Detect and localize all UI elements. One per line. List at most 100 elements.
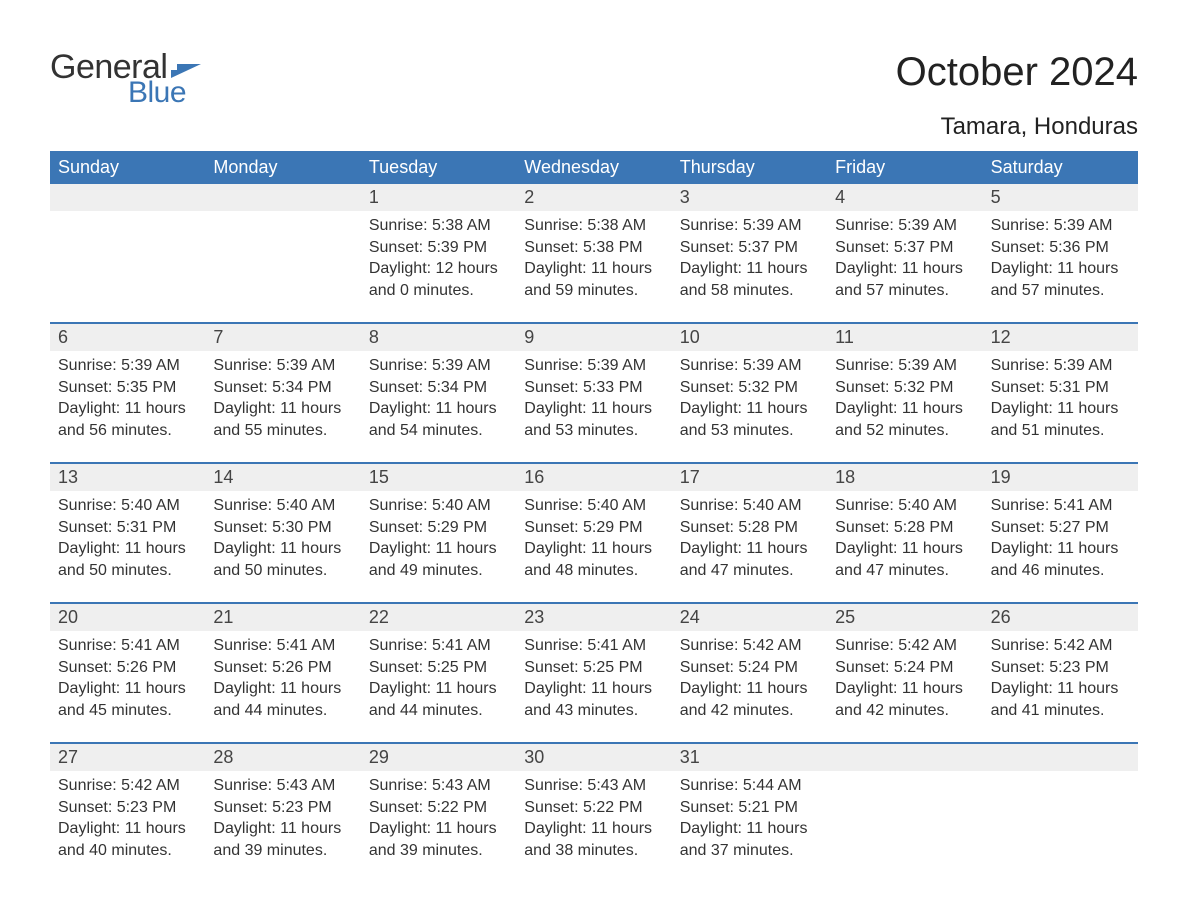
sunset-line: Sunset: 5:26 PM <box>58 657 197 679</box>
daylight-line: Daylight: 11 hours and 38 minutes. <box>524 818 663 861</box>
sunrise-line: Sunrise: 5:39 AM <box>680 215 819 237</box>
day-cell: 16Sunrise: 5:40 AMSunset: 5:29 PMDayligh… <box>516 464 671 584</box>
daylight-line: Daylight: 11 hours and 43 minutes. <box>524 678 663 721</box>
sunset-line: Sunset: 5:28 PM <box>680 517 819 539</box>
logo: General Blue <box>50 50 201 108</box>
sunset-line: Sunset: 5:27 PM <box>991 517 1130 539</box>
sunset-line: Sunset: 5:24 PM <box>680 657 819 679</box>
day-body: Sunrise: 5:39 AMSunset: 5:36 PMDaylight:… <box>983 211 1138 301</box>
day-body: Sunrise: 5:38 AMSunset: 5:39 PMDaylight:… <box>361 211 516 301</box>
day-cell <box>205 184 360 304</box>
day-number: 5 <box>983 184 1138 211</box>
week-row: 13 Sunrise: 5:40 AM Sunset: 5:31 PM Dayligh… <box>50 462 1138 584</box>
daylight-line: Daylight: 11 hours and 39 minutes. <box>213 818 352 861</box>
day-body: Sunrise: 5:41 AMSunset: 5:27 PMDaylight:… <box>983 491 1138 581</box>
day-cell: 27Sunrise: 5:42 AMSunset: 5:23 PMDayligh… <box>50 744 205 864</box>
daylight-line: Daylight: 11 hours and 46 minutes. <box>991 538 1130 581</box>
dow-thursday: Thursday <box>672 151 827 184</box>
dow-monday: Monday <box>205 151 360 184</box>
sunrise-line: Sunrise: 5:43 AM <box>369 775 508 797</box>
sunset-line: Sunset: 5:23 PM <box>991 657 1130 679</box>
sunset-line: Sunset: 5:39 PM <box>369 237 508 259</box>
day-cell: 3Sunrise: 5:39 AMSunset: 5:37 PMDaylight… <box>672 184 827 304</box>
day-cell: 1Sunrise: 5:38 AMSunset: 5:39 PMDaylight… <box>361 184 516 304</box>
day-number: 13 <box>50 464 205 491</box>
sunset-line: Sunset: 5:29 PM <box>524 517 663 539</box>
dow-wednesday: Wednesday <box>516 151 671 184</box>
sunset-line: Sunset: 5:36 PM <box>991 237 1130 259</box>
day-number: 25 <box>827 604 982 631</box>
daylight-line: Daylight: 11 hours and 48 minutes. <box>524 538 663 581</box>
day-body: Sunrise: 5:42 AMSunset: 5:23 PMDaylight:… <box>983 631 1138 721</box>
day-cell: 12Sunrise: 5:39 AMSunset: 5:31 PMDayligh… <box>983 324 1138 444</box>
sunset-line: Sunset: 5:30 PM <box>213 517 352 539</box>
daylight-line: Daylight: 11 hours and 47 minutes. <box>835 538 974 581</box>
page: General Blue October 2024 Tamara, Hondur… <box>0 0 1188 904</box>
day-cell: 13Sunrise: 5:40 AMSunset: 5:31 PMDayligh… <box>50 464 205 584</box>
sunset-line: Sunset: 5:31 PM <box>58 517 197 539</box>
day-body: Sunrise: 5:42 AMSunset: 5:24 PMDaylight:… <box>827 631 982 721</box>
sunrise-line: Sunrise: 5:38 AM <box>369 215 508 237</box>
day-number: 20 <box>50 604 205 631</box>
day-cell: 24Sunrise: 5:42 AMSunset: 5:24 PMDayligh… <box>672 604 827 724</box>
day-cell: 23Sunrise: 5:41 AMSunset: 5:25 PMDayligh… <box>516 604 671 724</box>
week-row: 27Sunrise: 5:42 AMSunset: 5:23 PMDayligh… <box>50 742 1138 864</box>
sunrise-line: Sunrise: 5:39 AM <box>680 355 819 377</box>
day-cell: 5Sunrise: 5:39 AMSunset: 5:36 PMDaylight… <box>983 184 1138 304</box>
daylight-line: Daylight: 11 hours and 41 minutes. <box>991 678 1130 721</box>
sunrise-line: Sunrise: 5:41 AM <box>369 635 508 657</box>
day-number: 7 <box>205 324 360 351</box>
day-cell: 11Sunrise: 5:39 AMSunset: 5:32 PMDayligh… <box>827 324 982 444</box>
sunset-line: Sunset: 5:23 PM <box>213 797 352 819</box>
day-body: Sunrise: 5:43 AMSunset: 5:23 PMDaylight:… <box>205 771 360 861</box>
day-cell: 25Sunrise: 5:42 AMSunset: 5:24 PMDayligh… <box>827 604 982 724</box>
day-cell: 21Sunrise: 5:41 AMSunset: 5:26 PMDayligh… <box>205 604 360 724</box>
day-cell: 26Sunrise: 5:42 AMSunset: 5:23 PMDayligh… <box>983 604 1138 724</box>
daylight-line: Daylight: 11 hours and 55 minutes. <box>213 398 352 441</box>
sunset-line: Sunset: 5:31 PM <box>991 377 1130 399</box>
day-number: 21 <box>205 604 360 631</box>
day-of-week-header: SundayMondayTuesdayWednesdayThursdayFrid… <box>50 151 1138 184</box>
sunrise-line: Sunrise: 5:39 AM <box>58 355 197 377</box>
sunset-line: Sunset: 5:24 PM <box>835 657 974 679</box>
day-number: 23 <box>516 604 671 631</box>
sunset-line: Sunset: 5:22 PM <box>369 797 508 819</box>
daylight-line: Daylight: 11 hours and 44 minutes. <box>213 678 352 721</box>
day-number: 8 <box>361 324 516 351</box>
sunrise-line: Sunrise: 5:41 AM <box>991 495 1130 517</box>
day-body: Sunrise: 5:40 AMSunset: 5:29 PMDaylight:… <box>516 491 671 581</box>
daylight-line: Daylight: 11 hours and 53 minutes. <box>524 398 663 441</box>
sunrise-line: Sunrise: 5:38 AM <box>524 215 663 237</box>
sunrise-line: Sunrise: 5:44 AM <box>680 775 819 797</box>
daylight-line: Daylight: 11 hours and 56 minutes. <box>58 398 197 441</box>
day-number: 11 <box>827 324 982 351</box>
sunset-line: Sunset: 5:22 PM <box>524 797 663 819</box>
sunrise-line: Sunrise: 5:39 AM <box>835 215 974 237</box>
sunset-line: Sunset: 5:38 PM <box>524 237 663 259</box>
sunset-line: Sunset: 5:32 PM <box>835 377 974 399</box>
sunset-line: Sunset: 5:32 PM <box>680 377 819 399</box>
title-block: October 2024 Tamara, Honduras <box>896 50 1138 141</box>
sunrise-line: Sunrise: 5:40 AM <box>369 495 508 517</box>
sunset-line: Sunset: 5:34 PM <box>213 377 352 399</box>
sunrise-line: Sunrise: 5:39 AM <box>213 355 352 377</box>
day-cell: 8Sunrise: 5:39 AMSunset: 5:34 PMDaylight… <box>361 324 516 444</box>
day-number: 19 <box>983 464 1138 491</box>
daylight-line: Daylight: 11 hours and 53 minutes. <box>680 398 819 441</box>
week-row: 1Sunrise: 5:38 AMSunset: 5:39 PMDaylight… <box>50 184 1138 304</box>
daylight-line: Daylight: 11 hours and 58 minutes. <box>680 258 819 301</box>
day-cell: 2Sunrise: 5:38 AMSunset: 5:38 PMDaylight… <box>516 184 671 304</box>
sunset-line: Sunset: 5:25 PM <box>524 657 663 679</box>
day-number: 2 <box>516 184 671 211</box>
day-cell: 10Sunrise: 5:39 AMSunset: 5:32 PMDayligh… <box>672 324 827 444</box>
day-body: Sunrise: 5:43 AMSunset: 5:22 PMDaylight:… <box>516 771 671 861</box>
day-number <box>983 744 1138 771</box>
sunrise-line: Sunrise: 5:41 AM <box>213 635 352 657</box>
sunrise-line: Sunrise: 5:41 AM <box>58 635 197 657</box>
sunset-line: Sunset: 5:34 PM <box>369 377 508 399</box>
day-number: 6 <box>50 324 205 351</box>
sunrise-line: Sunrise: 5:43 AM <box>213 775 352 797</box>
day-body: Sunrise: 5:41 AMSunset: 5:25 PMDaylight:… <box>516 631 671 721</box>
day-body: Sunrise: 5:39 AMSunset: 5:31 PMDaylight:… <box>983 351 1138 441</box>
day-cell: 14Sunrise: 5:40 AMSunset: 5:30 PMDayligh… <box>205 464 360 584</box>
